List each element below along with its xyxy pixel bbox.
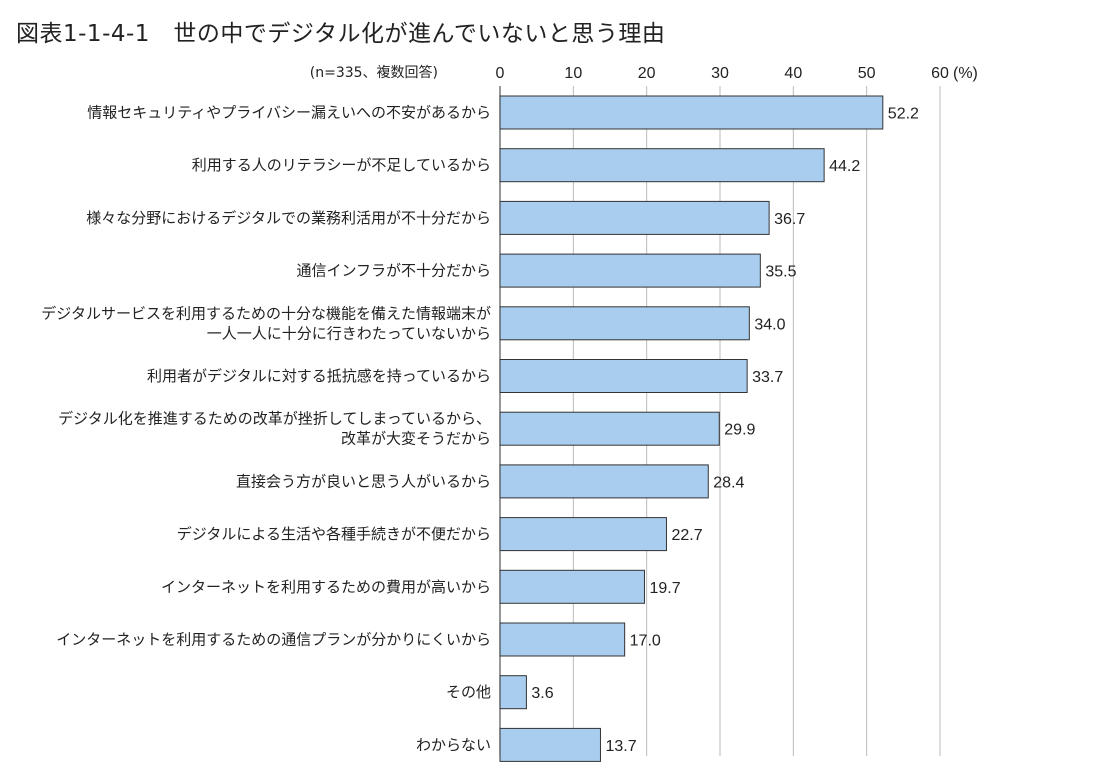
category-label: 利用する人のリテラシーが不足しているから [192, 156, 491, 174]
category-label: インターネットを利用するための費用が高いから [161, 578, 491, 596]
bar [499, 95, 884, 130]
category-label: 情報セキュリティやプライバシー漏えいへの不安があるから [87, 104, 491, 122]
x-tick-label: 50 [858, 65, 876, 82]
bar [499, 727, 601, 762]
category-label: 利用者がデジタルに対する抵抗感を持っているから [147, 367, 491, 385]
data-label: 33.7 [752, 369, 783, 386]
x-axis-unit-label: (%) [953, 65, 978, 82]
chart-title: 図表1-1-4-1 世の中でデジタル化が進んでいないと思う理由 [16, 21, 666, 47]
bar [499, 200, 770, 235]
data-label: 22.7 [671, 527, 702, 544]
bars [499, 95, 884, 762]
category-label: わからない [416, 736, 491, 754]
category-label: デジタルサービスを利用するための十分な機能を備えた情報端末が一人一人に十分に行き… [41, 304, 491, 342]
sample-note: (n=335、複数回答) [310, 64, 438, 81]
category-label: その他 [446, 683, 491, 701]
x-tick-label: 40 [784, 65, 802, 82]
category-label: デジタル化を推進するための改革が挫折してしまっているから、改革が大変そうだから [58, 410, 491, 448]
x-tick-label: 30 [711, 65, 729, 82]
bar [499, 148, 825, 183]
x-tick-label: 20 [638, 65, 656, 82]
data-label: 36.7 [774, 211, 805, 228]
x-tick-label: 10 [564, 65, 582, 82]
data-label: 17.0 [630, 633, 661, 650]
bar [499, 675, 527, 710]
data-label: 13.7 [605, 738, 636, 755]
category-label: 様々な分野におけるデジタルでの業務利活用が不十分だから [86, 209, 491, 227]
category-label: 直接会う方が良いと思う人がいるから [236, 472, 491, 490]
bar [499, 464, 709, 499]
bar [499, 253, 761, 288]
data-label: 28.4 [713, 474, 744, 491]
data-label: 19.7 [649, 580, 680, 597]
category-label: 通信インフラが不十分だから [296, 262, 491, 280]
data-label: 3.6 [531, 685, 553, 702]
bar [499, 517, 667, 552]
data-label: 34.0 [754, 316, 785, 333]
category-label: デジタルによる生活や各種手続きが不便だから [177, 525, 491, 543]
bar [499, 411, 720, 446]
bar [499, 622, 626, 657]
data-label: 35.5 [765, 264, 796, 281]
x-tick-label: 0 [496, 65, 505, 82]
category-label: インターネットを利用するための通信プランが分かりにくいから [56, 631, 491, 649]
x-axis-ticks: 0 10 20 30 40 50 60 [496, 65, 949, 82]
data-label: 44.2 [829, 158, 860, 175]
bar [499, 306, 750, 341]
bar [499, 569, 645, 604]
value-labels: 52.2 44.2 36.7 35.5 34.0 33.7 29.9 28.4 22.7 19.7… [531, 106, 919, 755]
data-label: 52.2 [888, 106, 919, 123]
data-label: 29.9 [724, 422, 755, 439]
bar [499, 359, 748, 393]
category-labels: 情報セキュリティやプライバシー漏えいへの不安があるから利用する人のリテラシーが不… [41, 104, 491, 754]
x-tick-label: 60 [931, 65, 949, 82]
